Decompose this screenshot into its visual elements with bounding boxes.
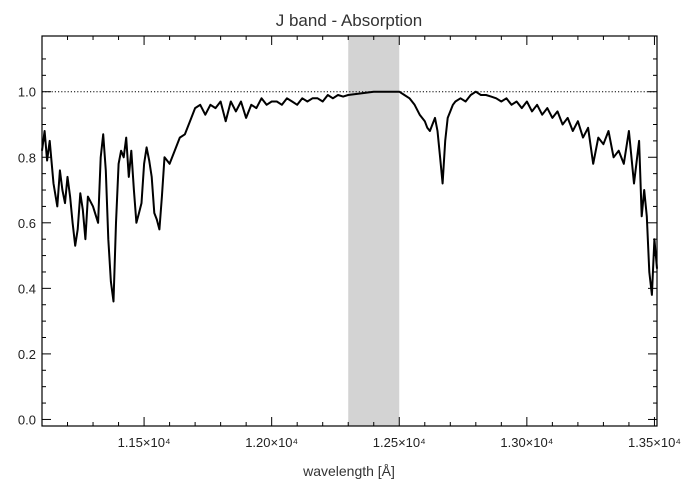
x-axis-title: wavelength [Å] <box>302 463 395 479</box>
spectrum-line-0 <box>41 90 658 303</box>
shaded-band <box>348 36 400 426</box>
x-tick-label: 1.20×10⁴ <box>245 435 298 450</box>
y-tick-label: 1.0 <box>18 85 36 100</box>
plot-layer: 0.0 0.2 0.4 0.6 0.8 1.0 1.15×10⁴ 1.20×10⁴ 1.25×1… <box>18 35 681 450</box>
x-tick-label: 1.30×10⁴ <box>500 435 553 450</box>
y-tick-label: 0.2 <box>18 347 36 362</box>
x-tick-label: 1.15×10⁴ <box>118 435 171 450</box>
x-tick-label: 1.35×10⁴ <box>628 435 681 450</box>
y-tick-label: 0.8 <box>18 150 36 165</box>
plot-frame <box>41 35 658 427</box>
x-tick-label: 1.25×10⁴ <box>373 435 426 450</box>
y-tick-label: 0.6 <box>18 216 36 231</box>
y-tick-label: 0.4 <box>18 281 36 296</box>
y-tick-label: 0.0 <box>18 412 36 427</box>
chart-title: J band - Absorption <box>276 11 422 30</box>
